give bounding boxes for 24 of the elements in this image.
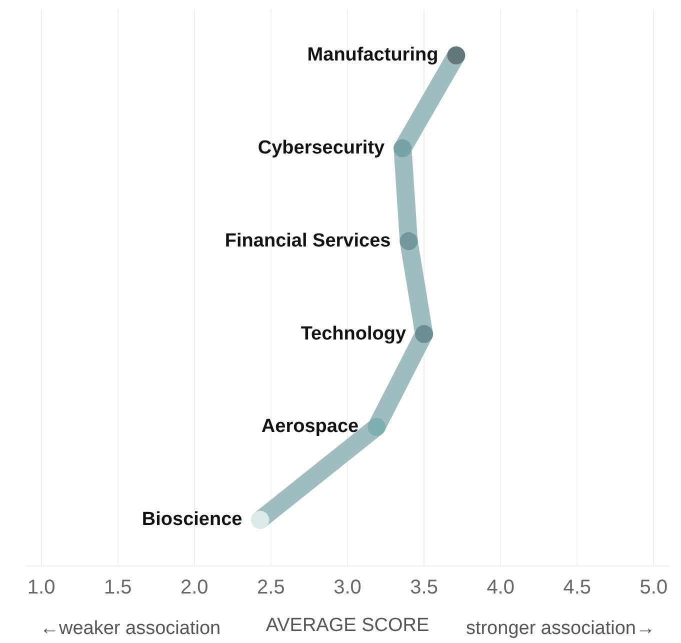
point bbox=[415, 325, 434, 344]
text: stronger association→ bbox=[466, 618, 655, 640]
x-tick-label: 1.5 bbox=[104, 576, 132, 599]
x-tick-label: 5.0 bbox=[640, 576, 668, 599]
x-axis-title: AVERAGE SCORE bbox=[266, 614, 430, 636]
point bbox=[447, 46, 466, 64]
x-tick-label: 4.0 bbox=[486, 576, 514, 599]
y-tick-label: Technology bbox=[300, 323, 406, 344]
y-tick-label: Cybersecurity bbox=[258, 138, 386, 159]
text: ←weaker association bbox=[40, 618, 221, 640]
point bbox=[368, 418, 386, 436]
point bbox=[251, 510, 270, 529]
x-tick-label: 1.0 bbox=[27, 576, 56, 599]
y-tick-label: Manufacturing bbox=[307, 44, 438, 66]
point bbox=[394, 139, 412, 158]
y-tick-label: Bioscience bbox=[142, 509, 242, 530]
x-tick-label: 4.5 bbox=[563, 576, 592, 599]
x-tick-label: 2.5 bbox=[257, 576, 285, 599]
x-tick-label: 3.0 bbox=[334, 576, 362, 599]
y-tick-label: Financial Services bbox=[224, 230, 391, 252]
x-tick-label: 2.0 bbox=[180, 576, 208, 599]
point bbox=[400, 232, 418, 250]
x-tick-label: 3.5 bbox=[410, 576, 438, 599]
y-tick-label: Aerospace bbox=[261, 416, 359, 438]
